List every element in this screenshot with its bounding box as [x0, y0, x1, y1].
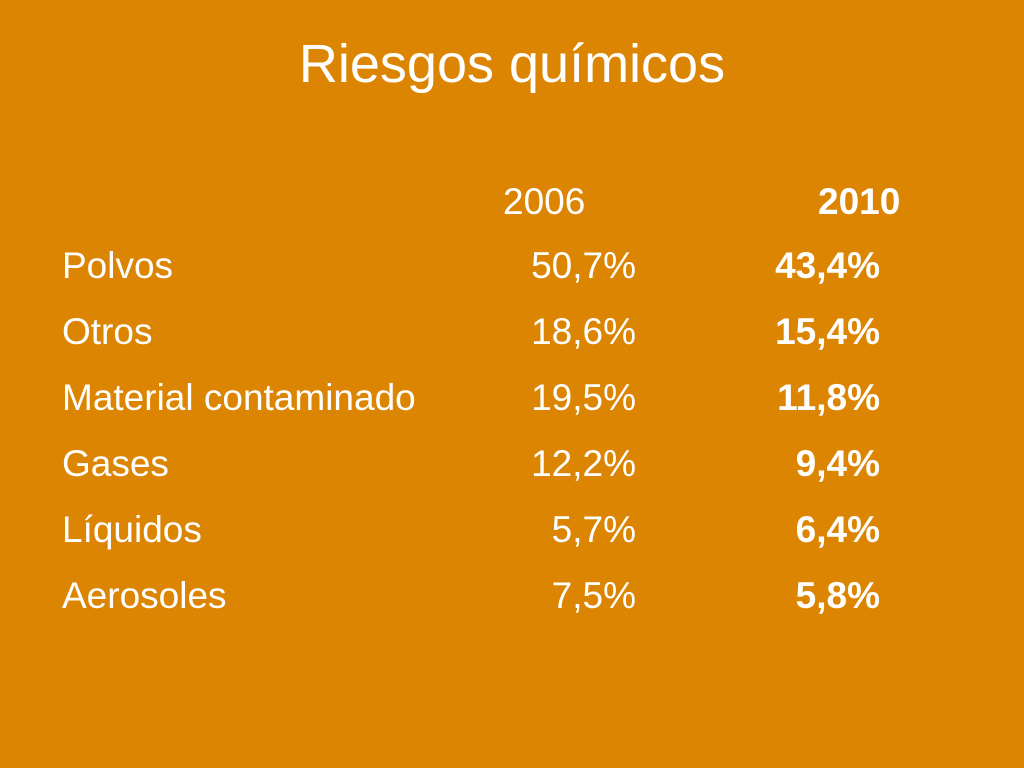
- table-row: Polvos 50,7% 43,4%: [0, 242, 1024, 308]
- column-header-2010: 2010: [818, 181, 901, 222]
- column-header-2006: 2006: [503, 181, 586, 222]
- value-2010: 11,8%: [777, 377, 880, 418]
- slide-title: Riesgos químicos: [298, 34, 726, 94]
- row-label: Polvos: [62, 245, 174, 286]
- value-2010: 9,4%: [795, 443, 880, 484]
- table-row: Otros 18,6% 15,4%: [0, 308, 1024, 374]
- value-2010: 5,8%: [795, 575, 880, 616]
- table-row: Líquidos 5,7% 6,4%: [0, 506, 1024, 572]
- row-label: Líquidos: [62, 509, 202, 550]
- row-label: Material contaminado: [62, 377, 416, 418]
- row-label: Otros: [62, 311, 153, 352]
- data-table: Polvos 50,7% 43,4% Otros 18,6% 15,4% Mat…: [0, 242, 1024, 638]
- value-2010: 6,4%: [795, 509, 880, 550]
- row-label: Gases: [62, 443, 169, 484]
- table-row: Gases 12,2% 9,4%: [0, 440, 1024, 506]
- row-label: Aerosoles: [62, 575, 227, 616]
- value-2010: 15,4%: [775, 311, 880, 352]
- table-row: Material contaminado 19,5% 11,8%: [0, 374, 1024, 440]
- value-2006: 50,7%: [531, 245, 636, 286]
- value-2006: 7,5%: [551, 575, 636, 616]
- value-2006: 12,2%: [531, 443, 636, 484]
- value-2010: 43,4%: [775, 245, 880, 286]
- table-row: Aerosoles 7,5% 5,8%: [0, 572, 1024, 638]
- value-2006: 19,5%: [531, 377, 636, 418]
- value-2006: 5,7%: [551, 509, 636, 550]
- value-2006: 18,6%: [531, 311, 636, 352]
